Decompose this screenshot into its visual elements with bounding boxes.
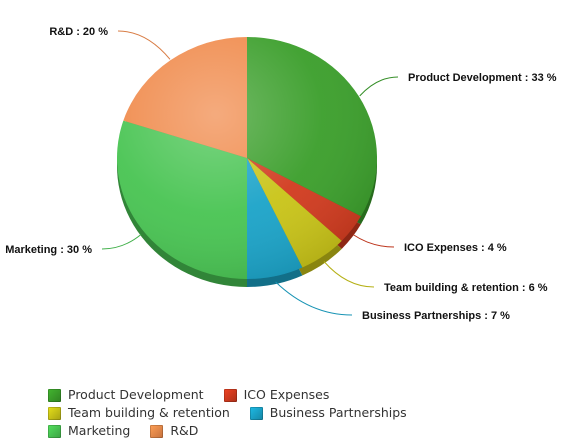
legend-label: Marketing bbox=[68, 423, 131, 438]
chart-legend: Product Development ICO Expenses Team buil… bbox=[48, 386, 518, 440]
leader-line-ico-expenses bbox=[352, 234, 395, 248]
legend-swatch bbox=[249, 406, 263, 420]
legend-item-business-partnerships[interactable]: Business Partnerships bbox=[249, 404, 407, 422]
legend-item-ico-expenses[interactable]: ICO Expenses bbox=[223, 386, 330, 404]
legend-label: Team building & retention bbox=[68, 405, 230, 420]
legend-swatch bbox=[48, 406, 61, 420]
legend-label: R&D bbox=[170, 423, 199, 438]
legend-swatch bbox=[48, 424, 61, 438]
slice-label-team-building-and-retention: Team building & retention : 6 % bbox=[384, 282, 548, 294]
slice-labels: Product Development : 33 % ICO Expenses :… bbox=[5, 26, 557, 322]
slice-label-randd: R&D : 20 % bbox=[49, 26, 108, 38]
pie-slices bbox=[116, 37, 377, 279]
slice-label-marketing: Marketing : 30 % bbox=[5, 244, 92, 256]
slice-label-business-partnerships: Business Partnerships : 7 % bbox=[362, 310, 510, 322]
legend-label: ICO Expenses bbox=[243, 387, 330, 402]
legend-swatch bbox=[223, 388, 237, 402]
leader-line-team-building-and-retention bbox=[323, 261, 375, 288]
legend-item-product-development[interactable]: Product Development bbox=[48, 386, 204, 404]
legend-item-randd[interactable]: R&D bbox=[150, 422, 198, 440]
slice-label-product-development: Product Development : 33 % bbox=[408, 72, 557, 84]
leader-line-marketing bbox=[101, 234, 142, 250]
legend-swatch bbox=[150, 424, 164, 438]
leader-line-randd bbox=[117, 30, 171, 60]
leader-line-product-development bbox=[359, 76, 399, 97]
leader-line-business-partnerships bbox=[275, 281, 353, 316]
legend-label: Business Partnerships bbox=[269, 405, 407, 420]
legend-item-team-building-and-retention[interactable]: Team building & retention bbox=[48, 404, 230, 422]
slice-label-ico-expenses: ICO Expenses : 4 % bbox=[404, 242, 507, 254]
legend-label: Product Development bbox=[68, 387, 204, 402]
legend-swatch bbox=[48, 388, 61, 402]
legend-item-marketing[interactable]: Marketing bbox=[48, 422, 130, 440]
